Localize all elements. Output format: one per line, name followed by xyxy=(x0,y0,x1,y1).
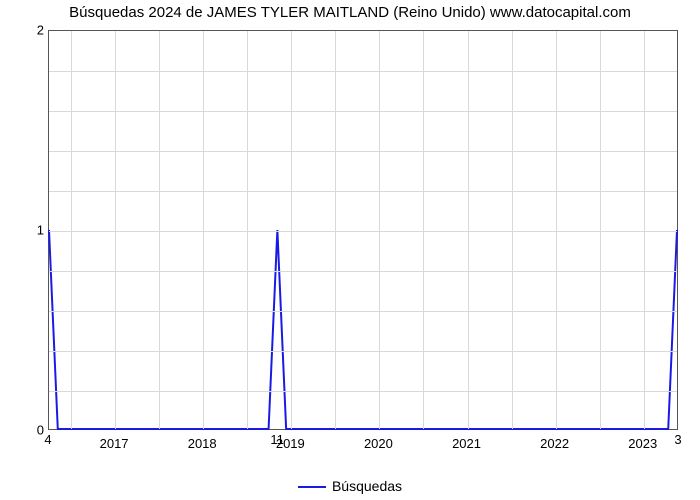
grid-line-v xyxy=(115,31,116,429)
grid-line-v xyxy=(468,31,469,429)
grid-line-v xyxy=(600,31,601,429)
x-tick-label: 2023 xyxy=(628,436,657,451)
grid-line-h xyxy=(49,191,677,192)
x-tick-label: 2018 xyxy=(188,436,217,451)
grid-line-h xyxy=(49,271,677,272)
grid-line-v xyxy=(644,31,645,429)
line-series xyxy=(49,31,677,429)
legend-swatch xyxy=(298,486,326,488)
grid-line-v xyxy=(335,31,336,429)
grid-line-h xyxy=(49,231,677,232)
grid-line-v xyxy=(71,31,72,429)
grid-line-h xyxy=(49,71,677,72)
grid-line-v xyxy=(247,31,248,429)
x-tick-label: 2022 xyxy=(540,436,569,451)
y-tick-label: 1 xyxy=(4,223,44,238)
grid-line-v xyxy=(291,31,292,429)
point-label: 11 xyxy=(270,432,284,447)
grid-line-v xyxy=(512,31,513,429)
chart-container: Búsquedas 2024 de JAMES TYLER MAITLAND (… xyxy=(0,0,700,500)
chart-title: Búsquedas 2024 de JAMES TYLER MAITLAND (… xyxy=(0,4,700,21)
y-tick-label: 0 xyxy=(4,423,44,438)
grid-line-v xyxy=(423,31,424,429)
x-tick-label: 2021 xyxy=(452,436,481,451)
grid-line-v xyxy=(203,31,204,429)
grid-line-h xyxy=(49,151,677,152)
grid-line-v xyxy=(379,31,380,429)
grid-line-h xyxy=(49,311,677,312)
x-tick-label: 2017 xyxy=(100,436,129,451)
y-tick-label: 2 xyxy=(4,23,44,38)
legend: Búsquedas xyxy=(0,478,700,494)
point-label: 4 xyxy=(44,432,51,447)
legend-label: Búsquedas xyxy=(332,478,402,494)
grid-line-v xyxy=(556,31,557,429)
grid-line-h xyxy=(49,391,677,392)
plot-area xyxy=(48,30,678,430)
grid-line-h xyxy=(49,111,677,112)
grid-line-v xyxy=(159,31,160,429)
point-label: 3 xyxy=(674,432,681,447)
x-tick-label: 2020 xyxy=(364,436,393,451)
grid-line-h xyxy=(49,351,677,352)
